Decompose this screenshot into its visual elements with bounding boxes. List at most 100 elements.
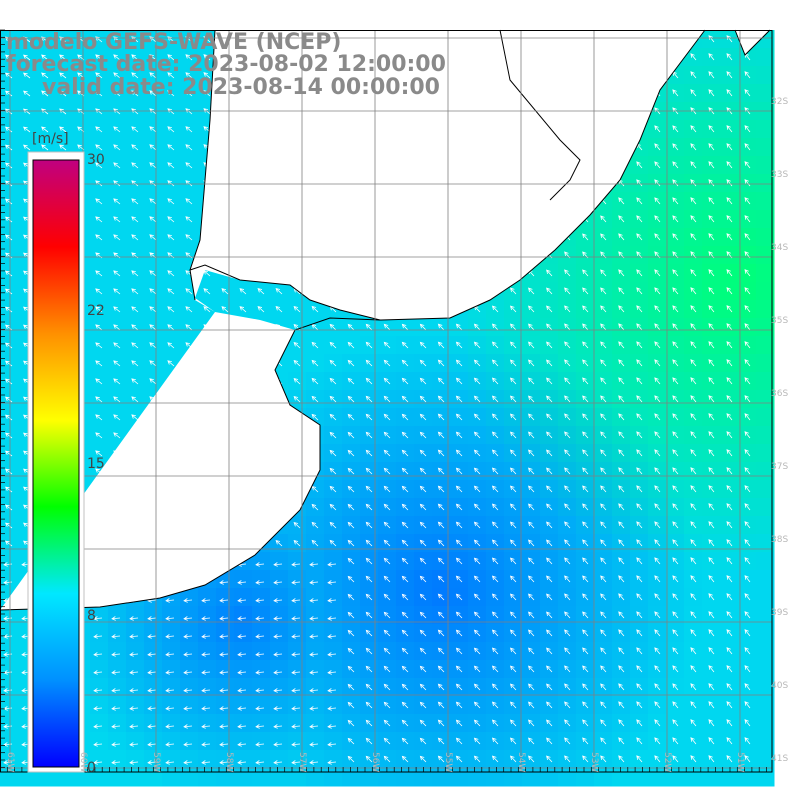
wind-speed-cell	[252, 642, 271, 661]
wind-arrow	[365, 467, 373, 475]
wind-arrow	[708, 341, 715, 349]
wind-arrow	[365, 359, 373, 367]
wind-arrow	[201, 598, 211, 603]
wind-speed-cell	[216, 732, 235, 751]
wind-arrow	[491, 377, 499, 385]
wind-arrow	[636, 629, 643, 637]
wind-arrow	[219, 760, 229, 765]
wind-arrow	[237, 634, 247, 639]
wind-arrow	[654, 719, 661, 727]
wind-arrow	[672, 395, 679, 403]
wind-speed-cell	[738, 246, 757, 265]
wind-arrow	[347, 593, 355, 601]
wind-arrow	[167, 306, 175, 313]
wind-arrow	[311, 539, 319, 547]
wind-arrow	[528, 323, 535, 331]
wind-arrow	[690, 413, 697, 421]
wind-arrow	[93, 706, 103, 711]
wind-arrow	[383, 611, 391, 619]
wind-arrow	[546, 359, 553, 367]
wind-arrow	[726, 323, 733, 331]
wind-arrow	[113, 126, 121, 133]
wind-speed-cell	[288, 552, 307, 571]
wind-arrow	[111, 652, 121, 657]
wind-speed-cell	[522, 768, 541, 787]
longitude-label: 57W	[297, 752, 307, 773]
latitude-label: 40S	[771, 681, 789, 691]
wind-arrow	[347, 737, 355, 745]
wind-arrow	[437, 719, 445, 727]
wind-arrow	[600, 233, 607, 241]
wind-arrow	[149, 54, 157, 61]
wind-arrow	[347, 503, 355, 511]
wind-speed-cell	[738, 534, 757, 553]
wind-speed-cell	[180, 606, 199, 625]
wind-arrow	[95, 360, 103, 367]
wind-arrow	[437, 557, 445, 565]
wind-arrow	[528, 485, 535, 493]
wind-arrow	[131, 72, 139, 79]
wind-arrow	[582, 467, 589, 475]
wind-arrow	[564, 539, 571, 547]
wind-speed-cell	[702, 174, 721, 193]
wind-speed-cell	[648, 768, 667, 787]
wind-arrow	[708, 593, 715, 601]
wind-arrow	[93, 616, 103, 621]
wind-speed-cell	[18, 120, 37, 139]
wind-arrow	[672, 593, 679, 601]
wind-arrow	[672, 539, 679, 547]
wind-arrow	[365, 485, 373, 493]
wind-arrow	[672, 233, 679, 241]
wind-arrow	[291, 760, 301, 765]
wind-arrow	[473, 431, 481, 439]
wind-arrow	[491, 323, 499, 331]
wind-arrow	[365, 593, 373, 601]
wind-arrow	[129, 724, 139, 729]
wind-arrow	[473, 485, 481, 493]
wind-arrow	[528, 665, 535, 673]
wind-speed-cell	[720, 336, 739, 355]
wind-arrow	[690, 449, 697, 457]
wind-arrow	[744, 305, 751, 313]
wind-arrow	[365, 683, 373, 691]
wind-arrow	[726, 143, 733, 151]
wind-arrow	[383, 557, 391, 565]
wind-arrow	[365, 395, 373, 403]
wind-arrow	[564, 629, 571, 637]
wind-arrow	[309, 724, 319, 729]
wind-arrow	[455, 323, 463, 331]
wind-speed-cell	[288, 660, 307, 679]
wind-arrow	[41, 72, 49, 79]
wind-arrow	[654, 683, 661, 691]
wind-arrow	[167, 180, 175, 187]
wind-arrow	[419, 593, 427, 601]
wind-arrow	[564, 395, 571, 403]
wind-arrow	[744, 719, 751, 727]
wind-arrow	[491, 413, 499, 421]
wind-arrow	[95, 234, 103, 241]
wind-arrow	[165, 616, 175, 621]
wind-arrow	[273, 562, 283, 567]
wind-arrow	[636, 683, 643, 691]
wind-arrow	[113, 378, 121, 385]
wind-arrow	[237, 580, 247, 585]
wind-arrow	[744, 287, 751, 295]
wind-arrow	[473, 629, 481, 637]
wind-arrow	[546, 485, 553, 493]
wind-speed-cell	[0, 516, 19, 535]
wind-speed-cell	[756, 426, 775, 445]
wind-arrow	[744, 485, 751, 493]
wind-arrow	[690, 683, 697, 691]
wind-arrow	[273, 598, 283, 603]
wind-arrow	[473, 647, 481, 655]
wind-arrow	[111, 616, 121, 621]
wind-arrow	[509, 413, 517, 421]
wind-arrow	[455, 449, 463, 457]
wind-speed-cell	[306, 570, 325, 589]
wind-arrow	[726, 575, 733, 583]
wind-arrow	[419, 701, 427, 709]
wind-arrow	[149, 162, 157, 169]
wind-arrow	[95, 198, 103, 205]
wind-arrow	[3, 634, 13, 639]
wind-arrow	[437, 341, 445, 349]
